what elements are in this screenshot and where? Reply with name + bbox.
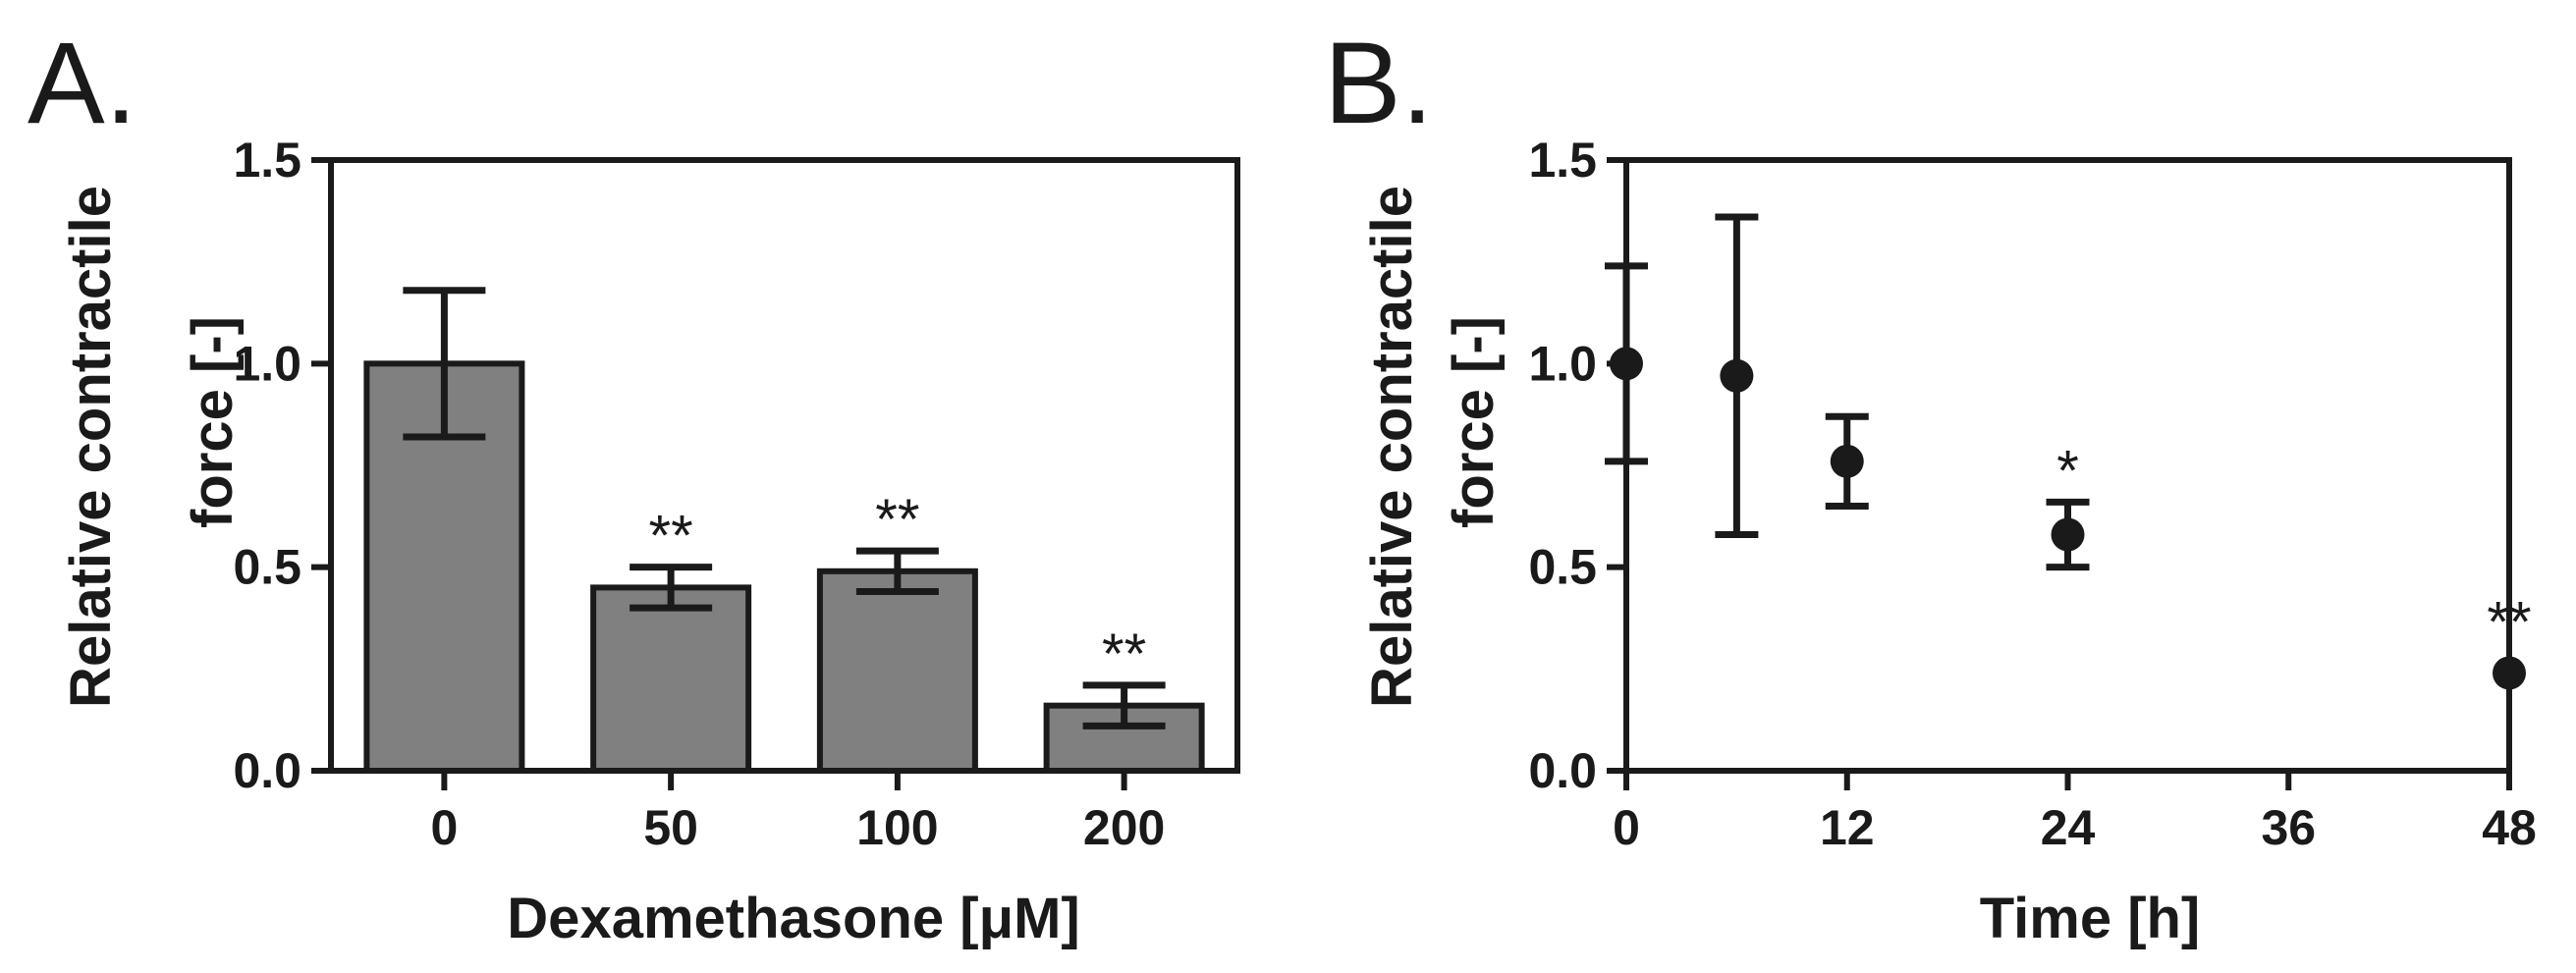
panel-a-xtick-label: 50: [643, 800, 698, 855]
panel-b-ytick-label: 0.0: [1528, 743, 1597, 798]
panel-a-ylabel-line2: force [-]: [181, 316, 245, 528]
panel-b-ytick-label: 1.0: [1528, 336, 1597, 391]
panel-a-significance: **: [875, 488, 919, 552]
panel-a-xtick-label: 100: [856, 800, 938, 855]
panel-a-significance: **: [649, 505, 693, 568]
panel-a-ytick-label: 0.0: [233, 743, 301, 798]
panel-a-significance: **: [1102, 622, 1146, 686]
panel-a-ytick-label: 1.0: [233, 336, 301, 391]
panel-a-xtick-label: 200: [1083, 800, 1165, 855]
panel-a-ylabel-line1: Relative contractile: [59, 186, 123, 708]
panel-b-xtick-label: 36: [2261, 800, 2316, 855]
panel-b-significance: **: [2487, 590, 2531, 654]
panel-a-xlabel: Dexamethasone [μM]: [507, 887, 1079, 950]
panel-b-ytick-label: 0.5: [1528, 540, 1597, 595]
panel-b-point: [1830, 444, 1864, 478]
panel-b: B. Relative contractile force [-] Time […: [1324, 19, 2537, 950]
panel-b-xlabel: Time [h]: [1980, 887, 2201, 950]
panel-b-xtick-label: 12: [1820, 800, 1875, 855]
panel-b-point: [1610, 347, 1643, 381]
panel-a-bar: [590, 584, 752, 775]
panel-a-ytick-label: 1.5: [233, 133, 301, 188]
panel-a-ytick-label: 0.5: [233, 540, 301, 595]
panel-b-xtick-label: 48: [2482, 800, 2537, 855]
panel-a-xtick-label: 0: [430, 800, 458, 855]
panel-a-plot-area: 0.0 0.5 1.0 1.5 0 ** 50 ** 100 ** 200: [233, 133, 1240, 855]
panel-a-frame: [328, 157, 1240, 774]
panel-b-point: [1720, 358, 1754, 393]
panel-a-bar: [816, 568, 978, 775]
panel-b-xtick-label: 24: [2041, 800, 2096, 855]
panel-b-point: [2493, 656, 2526, 690]
panel-b-plot-area: 0.00.51.01.50 12 24 36 48***: [1528, 133, 2536, 855]
panel-b-ytick-label: 1.5: [1528, 133, 1597, 188]
panel-b-ylabel-line1: Relative contractile: [1360, 186, 1424, 708]
panel-b-significance: *: [2056, 439, 2079, 503]
panel-b-ylabel-line2: force [-]: [1442, 316, 1506, 528]
panel-b-label: B.: [1324, 19, 1434, 148]
panel-b-xtick-label: 0: [1613, 800, 1640, 855]
panel-a-label: A.: [27, 19, 137, 148]
panel-b-point: [2051, 517, 2085, 552]
panel-a: A. Relative contractile force [-] Dexame…: [27, 19, 1240, 950]
